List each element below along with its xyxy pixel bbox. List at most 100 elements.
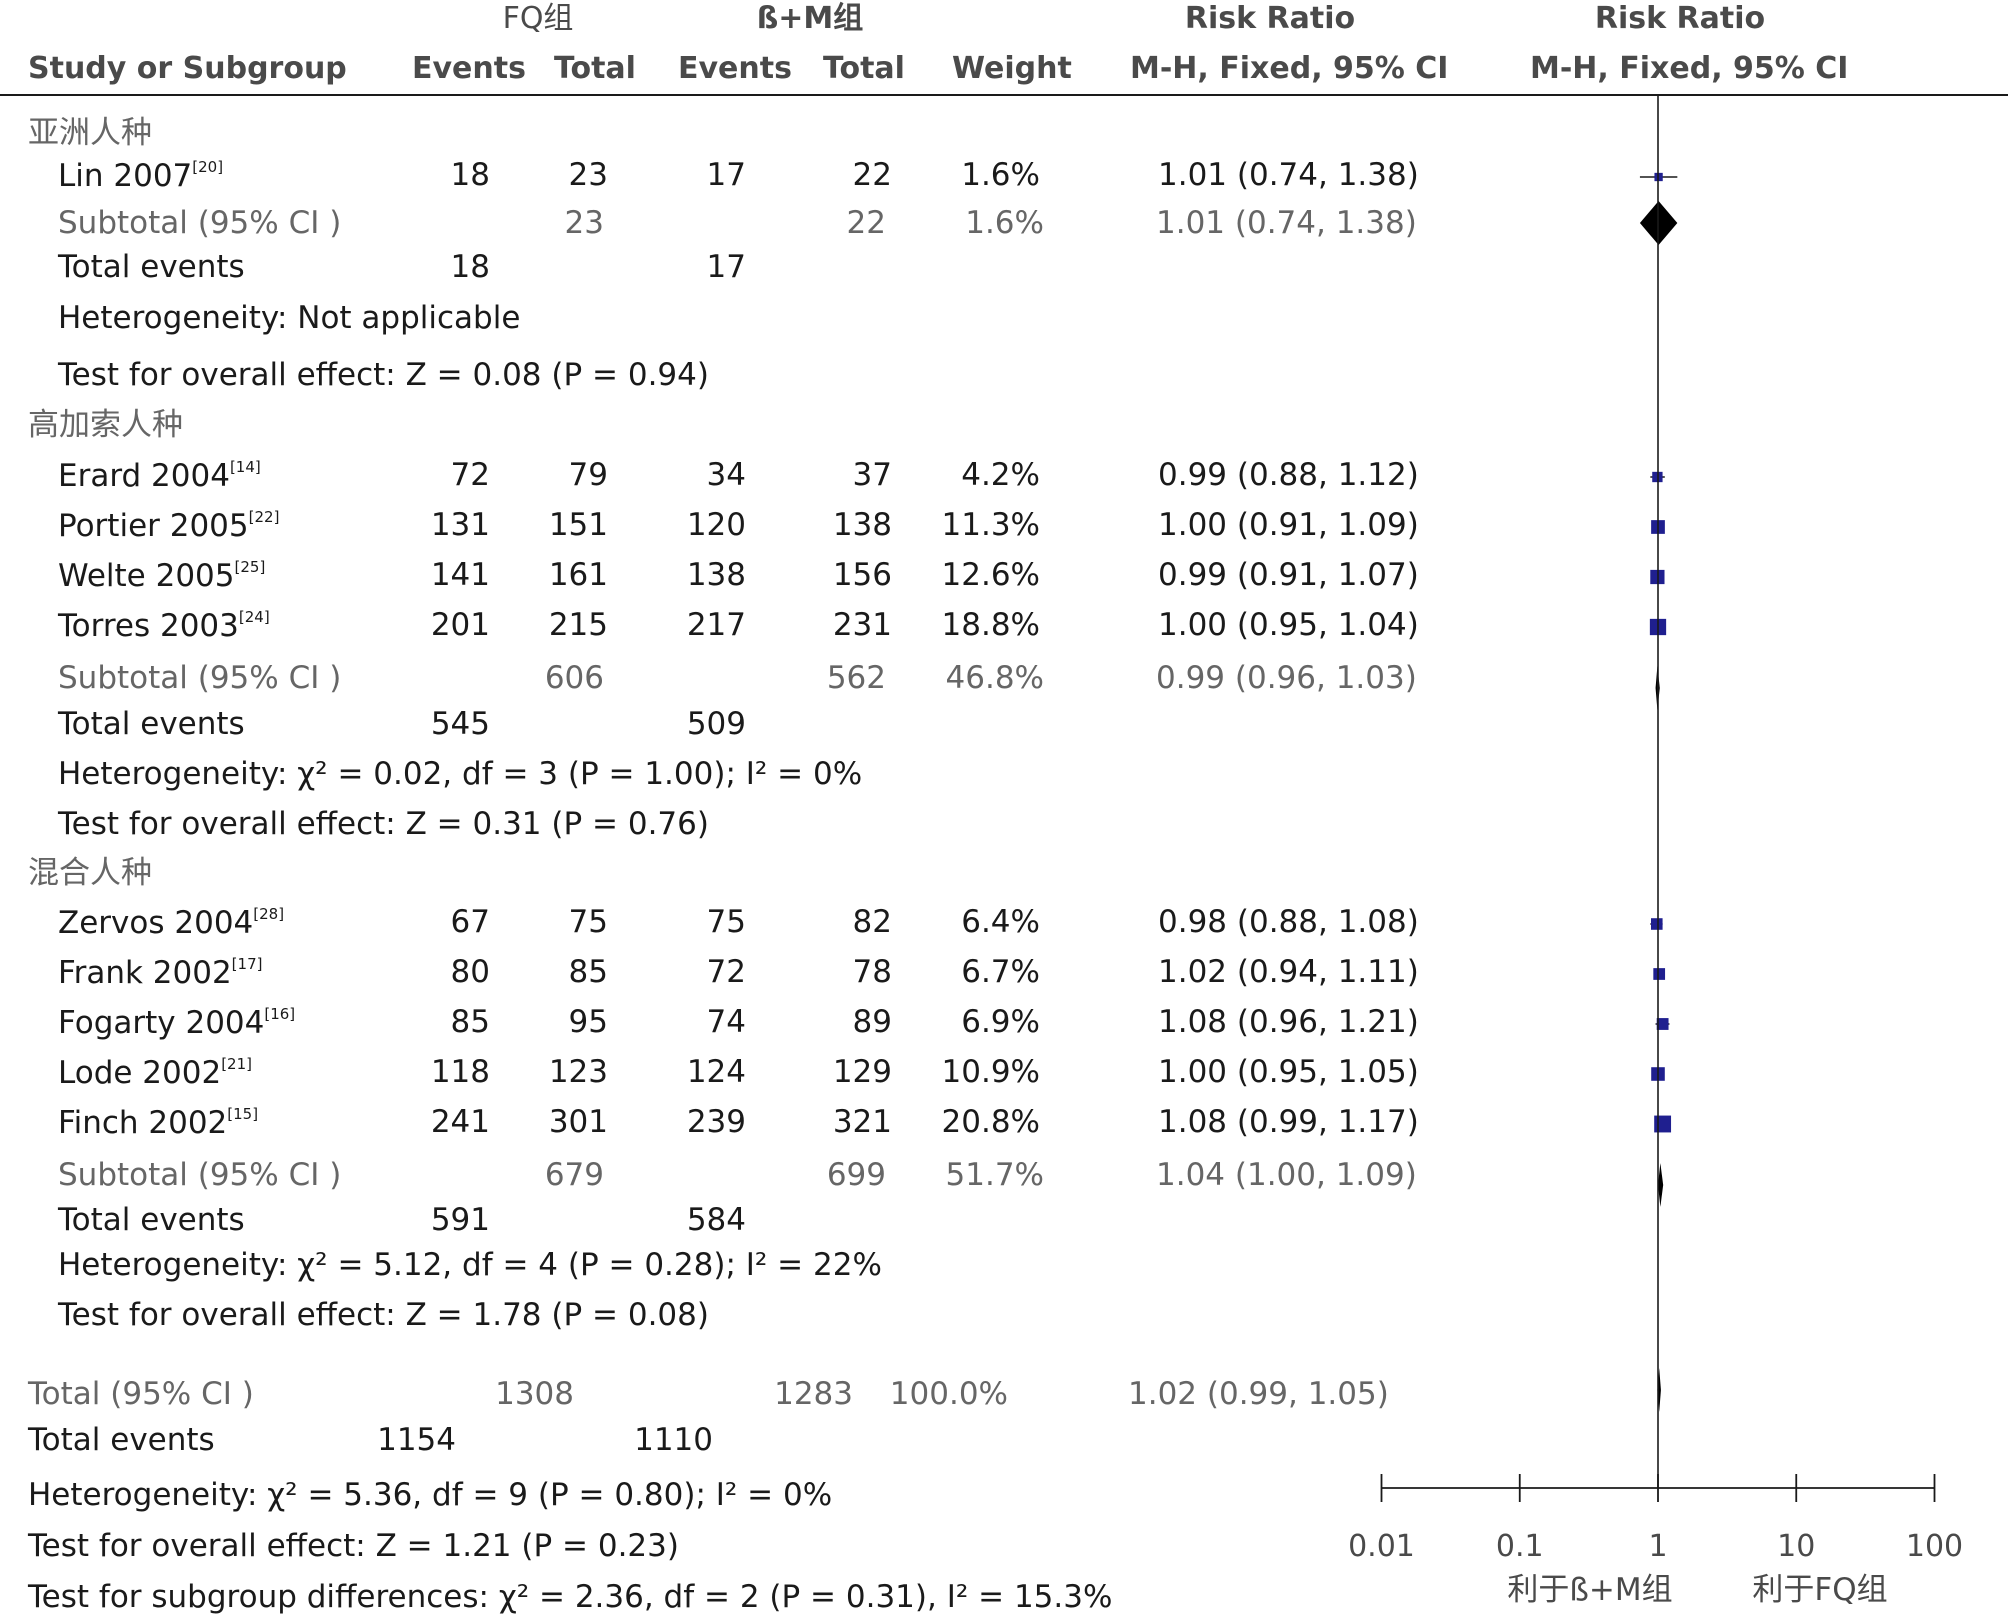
study-name: Welte 2005[25] (58, 560, 265, 592)
total-events-label: Total events (58, 706, 245, 742)
study-label: Erard 2004 (58, 458, 230, 494)
study-label: Welte 2005 (58, 558, 235, 594)
study-label: Zervos 2004 (58, 905, 254, 941)
x-tick-label: 1 (1648, 1529, 1667, 1564)
total-bm: 138 (832, 507, 892, 543)
events-fq: 72 (450, 457, 490, 493)
total-events-bm: 584 (686, 1202, 746, 1238)
total-events-label: Total events (28, 1422, 215, 1458)
events-fq: 67 (450, 904, 490, 940)
events-bm: 34 (706, 457, 746, 493)
subtotal-label: Subtotal (95% CI ) (58, 205, 342, 241)
risk-ratio-ci: 0.99 (0.88, 1.12) (1158, 457, 1419, 493)
subtotal-ci: 0.99 (0.96, 1.03) (1156, 660, 1417, 696)
events-fq: 18 (450, 157, 490, 193)
study-square (1653, 968, 1666, 980)
total-total-fq: 1308 (495, 1376, 574, 1412)
subtotal-label: Subtotal (95% CI ) (58, 1157, 342, 1193)
study-label: Fogarty 2004 (58, 1005, 265, 1041)
events-bm: 138 (686, 557, 746, 593)
total-bm: 129 (832, 1054, 892, 1090)
events-bm: 74 (706, 1004, 746, 1040)
study-label: Lin 2007 (58, 158, 193, 194)
weight: 10.9% (941, 1054, 1040, 1090)
study-reference: [20] (192, 158, 224, 176)
weight: 1.6% (961, 157, 1040, 193)
weight: 12.6% (941, 557, 1040, 593)
risk-ratio-ci: 1.08 (0.96, 1.21) (1158, 1004, 1419, 1040)
events-bm: 217 (686, 607, 746, 643)
overall-effect: Test for overall effect: Z = 1.78 (P = 0… (58, 1297, 709, 1333)
events-bm: 72 (706, 954, 746, 990)
total-weight: 100.0% (889, 1376, 1008, 1412)
subgroup-heading: 高加索人种 (28, 407, 183, 443)
x-tick-label: 0.1 (1496, 1529, 1544, 1564)
plot-title: Risk Ratio (1594, 1, 1766, 36)
total-label: Total (95% CI ) (28, 1376, 254, 1412)
plot-method: M-H, Fixed, 95% CI (1530, 51, 1849, 86)
risk-ratio-ci: 1.02 (0.94, 1.11) (1158, 954, 1419, 990)
total-fq: 123 (548, 1054, 608, 1090)
subgroup-heading: 混合人种 (28, 855, 152, 891)
events-fq: 131 (430, 507, 490, 543)
events-bm: 120 (686, 507, 746, 543)
heterogeneity: Heterogeneity: χ² = 5.12, df = 4 (P = 0.… (58, 1247, 882, 1283)
heterogeneity: Heterogeneity: Not applicable (58, 300, 521, 336)
group2-header: ß+M组 (756, 1, 864, 36)
total-events-fq: 591 (430, 1202, 490, 1238)
study-reference: [21] (221, 1055, 252, 1073)
total-diamond (1657, 1368, 1661, 1412)
subtotal-total-bm: 562 (826, 660, 886, 696)
col-total2: Total (823, 51, 905, 86)
events-fq: 141 (430, 557, 490, 593)
total-events-fq: 18 (450, 249, 490, 285)
study-square (1656, 1018, 1669, 1030)
events-fq: 201 (430, 607, 490, 643)
events-bm: 124 (686, 1054, 746, 1090)
events-bm: 239 (686, 1104, 746, 1140)
study-reference: [16] (264, 1005, 296, 1023)
subgroup-heading: 亚洲人种 (28, 115, 152, 151)
col-weight: Weight (952, 51, 1072, 86)
risk-ratio-ci: 1.00 (0.95, 1.05) (1158, 1054, 1419, 1090)
study-square (1650, 918, 1663, 930)
total-events-label: Total events (58, 1202, 245, 1238)
events-fq: 118 (430, 1054, 490, 1090)
total-events-bm: 1110 (634, 1422, 713, 1458)
group1-header: FQ组 (502, 1, 574, 36)
weight: 18.8% (941, 607, 1040, 643)
subgroup-differences: Test for subgroup differences: χ² = 2.36… (28, 1579, 1113, 1615)
total-fq: 161 (548, 557, 608, 593)
study-reference: [22] (248, 508, 280, 526)
subtotal-weight: 46.8% (945, 660, 1044, 696)
subtotal-total-bm: 699 (826, 1157, 886, 1193)
total-bm: 321 (832, 1104, 892, 1140)
total-ci: 1.02 (0.99, 1.05) (1128, 1376, 1389, 1412)
total-bm: 89 (852, 1004, 892, 1040)
subtotal-ci: 1.01 (0.74, 1.38) (1156, 205, 1417, 241)
study-name: Fogarty 2004[16] (58, 1007, 295, 1039)
total-overall-effect: Test for overall effect: Z = 1.21 (P = 0… (28, 1528, 679, 1564)
study-name: Zervos 2004[28] (58, 907, 284, 939)
study-label: Torres 2003 (58, 608, 239, 644)
study-name: Finch 2002[15] (58, 1107, 258, 1139)
risk-ratio-ci: 1.08 (0.99, 1.17) (1158, 1104, 1419, 1140)
subtotal-weight: 51.7% (945, 1157, 1044, 1193)
total-events-fq: 545 (430, 706, 490, 742)
events-fq: 80 (450, 954, 490, 990)
study-name: Lode 2002[21] (58, 1057, 252, 1089)
study-label: Frank 2002 (58, 955, 232, 991)
col-total1: Total (554, 51, 636, 86)
total-events-label: Total events (58, 249, 245, 285)
subtotal-diamond (1658, 1163, 1664, 1207)
total-bm: 156 (832, 557, 892, 593)
total-total-bm: 1283 (774, 1376, 853, 1412)
total-fq: 215 (548, 607, 608, 643)
study-name: Torres 2003[24] (58, 610, 270, 642)
subtotal-weight: 1.6% (965, 205, 1044, 241)
overall-effect: Test for overall effect: Z = 0.08 (P = 0… (58, 357, 709, 393)
study-reference: [24] (238, 608, 270, 626)
weight: 20.8% (941, 1104, 1040, 1140)
total-fq: 85 (568, 954, 608, 990)
